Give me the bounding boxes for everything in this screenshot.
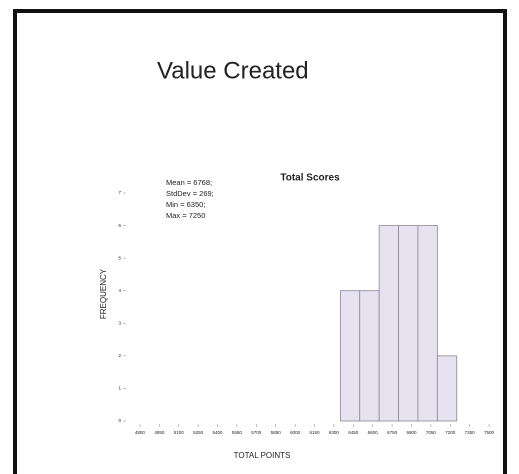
x-axis-label: TOTAL POINTS [234, 451, 291, 460]
x-tick-label: 5700 [251, 430, 262, 435]
x-tick-label: 6300 [329, 430, 340, 435]
x-tick-label: 6750 [387, 430, 398, 435]
y-tick-label: 2 [118, 353, 121, 358]
y-tick-label: 0 [118, 418, 121, 423]
y-tick-label: 6 [118, 223, 121, 228]
stats-annotation: Mean = 6768; [166, 178, 212, 187]
chart-title: Total Scores [280, 173, 340, 184]
histogram-bar [398, 225, 419, 422]
x-tick-label: 5550 [232, 430, 243, 435]
y-tick-label: 3 [118, 320, 121, 325]
histogram-bar [359, 290, 380, 422]
stats-annotation: Max = 7250 [166, 211, 205, 220]
x-tick-label: 7050 [426, 430, 437, 435]
stats-annotation: StdDev = 269; [166, 189, 214, 198]
x-tick-label: 7200 [445, 430, 456, 435]
y-tick-label: 1 [118, 386, 121, 391]
histogram-bar [436, 355, 458, 422]
y-tick-label: 5 [118, 255, 121, 260]
x-tick-label: 4950 [154, 430, 165, 435]
slide-title: Value Created [157, 57, 309, 84]
y-tick-label: 4 [118, 288, 121, 293]
histogram-bar [339, 290, 361, 422]
y-axis-label: FREQUENCY [99, 268, 108, 319]
x-tick-label: 5250 [193, 430, 204, 435]
x-tick-label: 7500 [484, 430, 495, 435]
x-tick-label: 6600 [368, 430, 379, 435]
x-tick-label: 5850 [271, 430, 282, 435]
histogram-bar [417, 225, 438, 422]
x-tick-label: 4800 [135, 430, 146, 435]
histogram-bar [378, 225, 399, 422]
x-tick-label: 6150 [309, 430, 320, 435]
y-tick-label: 7 [118, 190, 121, 195]
x-tick-label: 5100 [174, 430, 185, 435]
slide-frame [13, 9, 507, 474]
x-tick-label: 5400 [213, 430, 224, 435]
x-tick-label: 6000 [290, 430, 301, 435]
x-tick-label: 6900 [406, 430, 417, 435]
stats-annotation: Min = 6350; [166, 200, 205, 209]
x-tick-label: 6450 [348, 430, 359, 435]
x-tick-label: 7350 [465, 430, 476, 435]
